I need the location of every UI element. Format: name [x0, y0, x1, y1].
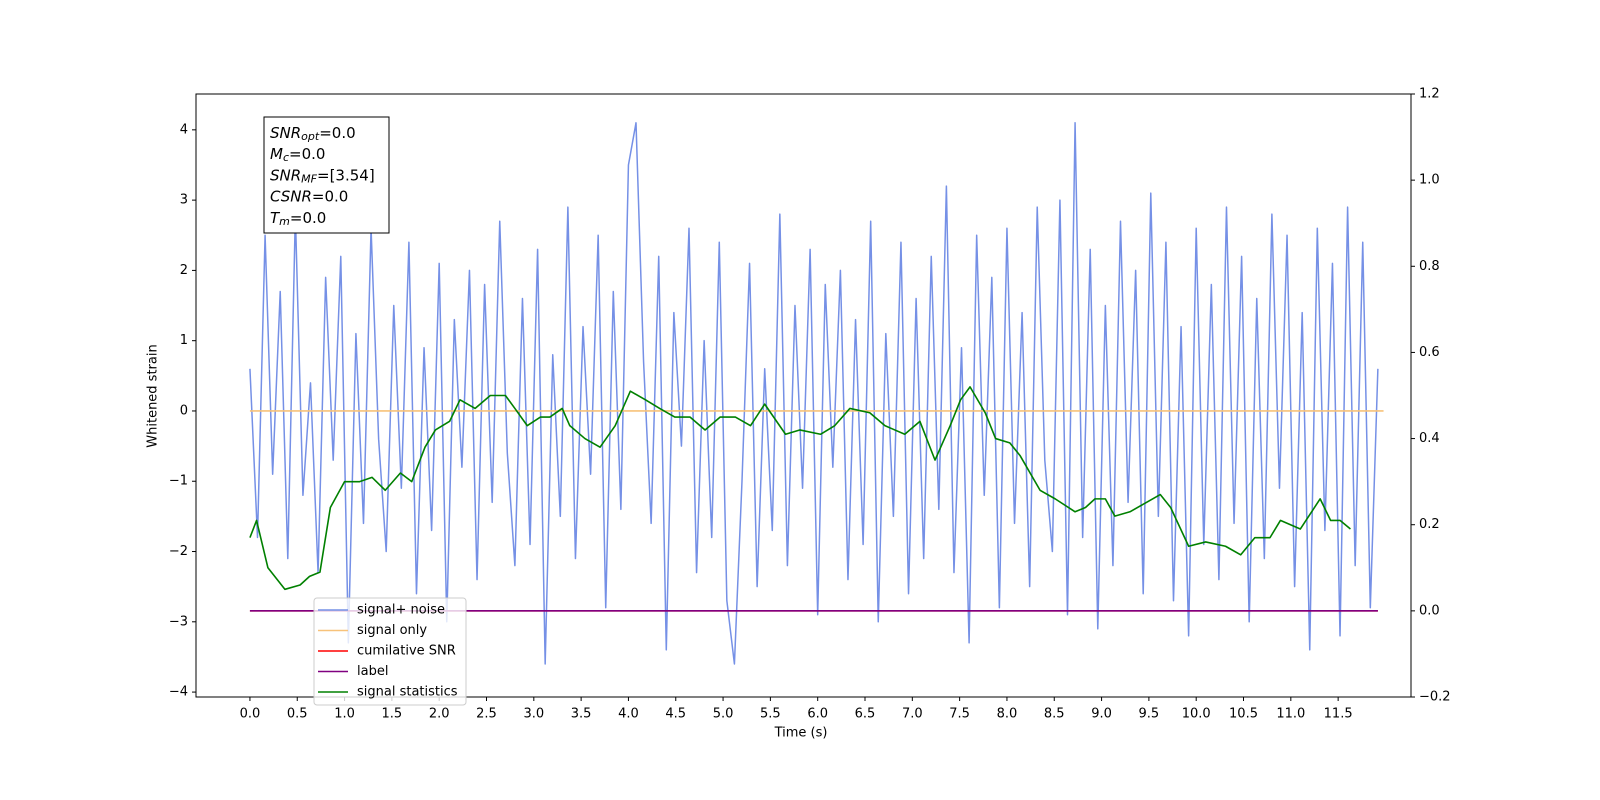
legend-label: cumilative SNR — [357, 644, 456, 659]
annotation-symbol: CSNR — [270, 187, 312, 205]
x-tick-label: 6.5 — [855, 707, 876, 722]
y2-tick-label: 1.2 — [1419, 87, 1440, 102]
y2-tick-label: 0.2 — [1419, 517, 1440, 532]
annotation-text: =[3.54] — [317, 166, 375, 184]
x-tick-label: 8.5 — [1044, 707, 1065, 722]
y2-tick-label: 0.8 — [1419, 259, 1440, 274]
annotation: Tm=0.0 — [270, 208, 326, 228]
annotation-subscript: opt — [301, 130, 320, 143]
x-tick-label: 1.0 — [334, 707, 355, 722]
x-tick-label: 2.5 — [476, 707, 497, 722]
annotation: CSNR=0.0 — [270, 187, 348, 205]
annotation-text: =0.0 — [290, 208, 326, 226]
y-tick-label: 2 — [180, 263, 188, 278]
plot-frame — [195, 93, 1412, 698]
y-tick-label: −2 — [169, 544, 188, 559]
x-tick-label: 10.0 — [1182, 707, 1211, 722]
annotation-symbol: SNR — [270, 166, 301, 184]
y2-tick-label: −0.2 — [1419, 690, 1451, 705]
series-line — [249, 122, 1379, 665]
x-tick-label: 8.0 — [997, 707, 1018, 722]
x-tick-label: 5.0 — [713, 707, 734, 722]
legend-label: label — [357, 664, 388, 679]
x-tick-label: 3.0 — [523, 707, 544, 722]
legend: signal+ noise signal only cumilative SNR la… — [313, 597, 467, 706]
legend-label: signal statistics — [357, 685, 458, 700]
x-tick-label: 4.0 — [618, 707, 639, 722]
x-tick-label: 10.5 — [1229, 707, 1258, 722]
x-tick-label: 0.5 — [287, 707, 308, 722]
legend-label: signal only — [357, 623, 427, 638]
x-tick-label: 4.5 — [665, 707, 686, 722]
x-tick-label: 3.5 — [571, 707, 592, 722]
annotation-symbol: M — [270, 145, 283, 163]
x-tick-label: 7.5 — [949, 707, 970, 722]
annotation-text: =0.0 — [319, 124, 355, 142]
annotation-subscript: c — [283, 151, 289, 164]
y-tick-label: −3 — [169, 614, 188, 629]
annotation-symbol: T — [270, 208, 281, 226]
x-axis-label: Time (s) — [774, 726, 828, 741]
x-tick-label: 1.5 — [382, 707, 403, 722]
annotation: SNRMF=[3.54] — [270, 166, 375, 186]
legend-frame — [313, 597, 467, 706]
y2-tick-label: 0.0 — [1419, 603, 1440, 618]
y-axis-label: Whitened strain — [146, 344, 161, 447]
x-tick-label: 0.0 — [240, 707, 261, 722]
x-tick-label: 2.0 — [429, 707, 450, 722]
y-tick-label: −1 — [169, 474, 188, 489]
x-tick-label: 11.5 — [1324, 707, 1353, 722]
annotation: SNRopt=0.0 — [270, 124, 356, 144]
y-tick-label: 4 — [180, 122, 188, 137]
y2-tick-label: 0.4 — [1419, 431, 1440, 446]
x-tick-label: 11.0 — [1276, 707, 1305, 722]
legend-label: signal+ noise — [357, 603, 445, 618]
x-tick-label: 9.5 — [1139, 707, 1160, 722]
annotation-symbol: SNR — [270, 124, 301, 142]
y-tick-label: 3 — [180, 193, 188, 208]
annotation: Mc=0.0 — [270, 145, 325, 165]
y2-tick-label: 1.0 — [1419, 173, 1440, 188]
annotation-text: =0.0 — [289, 145, 325, 163]
annotation-subscript: MF — [301, 172, 317, 185]
y-tick-label: −4 — [169, 685, 188, 700]
annotation-box: SNRopt=0.0Mc=0.0SNRMF=[3.54]CSNR=0.0Tm=0… — [263, 116, 390, 234]
annotation-subscript: m — [279, 215, 290, 228]
series-line — [249, 386, 1351, 591]
y2-tick-label: 0.6 — [1419, 345, 1440, 360]
y-tick-label: 0 — [180, 403, 188, 418]
x-tick-label: 7.0 — [902, 707, 923, 722]
annotation-text: =0.0 — [312, 187, 348, 205]
x-tick-label: 9.0 — [1091, 707, 1112, 722]
x-tick-label: 5.5 — [760, 707, 781, 722]
x-tick-label: 6.0 — [807, 707, 828, 722]
annotation-frame — [263, 116, 390, 234]
y-tick-label: 1 — [180, 333, 188, 348]
